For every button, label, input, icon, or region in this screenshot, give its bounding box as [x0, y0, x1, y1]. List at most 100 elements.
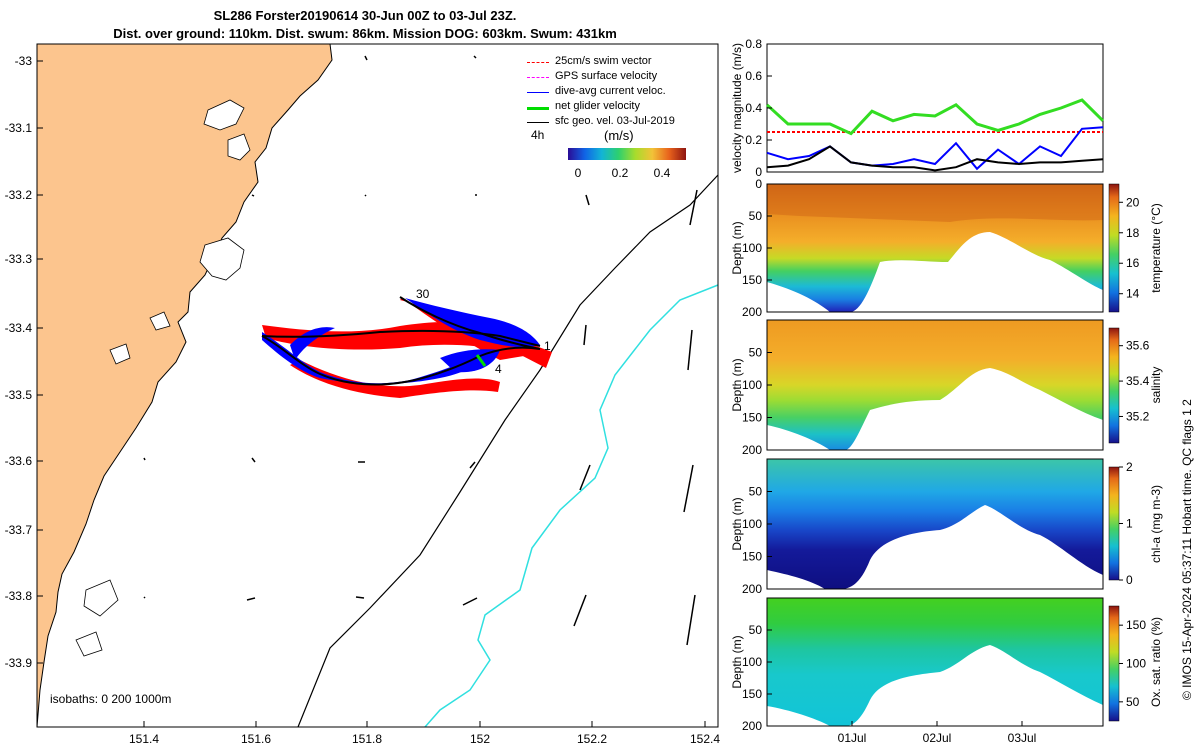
velocity-y-tick-label: 0.8: [745, 37, 762, 51]
oxygen-colorbar: [1108, 605, 1120, 722]
colorbar-tick-label: 0: [1126, 573, 1133, 587]
depth-tick-label: 0: [755, 177, 762, 191]
depth-tick-label: 150: [742, 687, 762, 701]
colorbar-label: Ox. sat. ratio (%): [1149, 617, 1163, 707]
map-inlets: [75, 99, 251, 657]
depth-tick-label: 50: [749, 485, 763, 499]
track-label-1: 1: [544, 339, 551, 353]
colorbar-tick-label: 50: [1126, 695, 1140, 709]
colorbar-tick: 0.4: [653, 166, 671, 180]
temperature-panel: [766, 183, 1120, 313]
map-x-tick-label: 151.4: [129, 732, 159, 746]
colorbar-tick-label: 35.4: [1126, 374, 1150, 388]
colorbar-tick-label: 20: [1126, 195, 1140, 209]
map-x-tick-label: 151.8: [352, 732, 382, 746]
velocity-y-tick-label: 0.6: [745, 69, 762, 83]
velocity-y-tick-label: 0.4: [745, 101, 762, 115]
depth-tick-label: 200: [742, 582, 762, 596]
depth-axis-label: Depth (m): [730, 635, 744, 688]
velocity-y-axis: 0 0.2 0.4 0.6 0.8: [745, 37, 772, 179]
depth-tick-label: 150: [742, 411, 762, 425]
chl-colorbar: [1108, 466, 1120, 581]
chl-section: [767, 459, 1103, 589]
velocity-y-tick-label: 0: [755, 165, 762, 179]
velocity-y-tick-label: 0.2: [745, 133, 762, 147]
track-label-30: 30: [416, 287, 430, 301]
map-x-tick-label: 152.2: [577, 732, 607, 746]
colorbar-tick: 0: [574, 166, 582, 180]
speed-colorbar: [568, 148, 686, 160]
map-x-tick-label: 151.6: [241, 732, 271, 746]
colorbar-tick-label: 18: [1126, 226, 1140, 240]
oxygen-panel: [766, 597, 1120, 727]
legend-swatch-net: [527, 107, 549, 110]
time-tick-label: 03Jul: [1008, 731, 1037, 745]
isobath-200m: [297, 174, 719, 728]
velocity-series-line: [766, 145, 1104, 172]
colorbar-tick-label: 1: [1126, 517, 1133, 531]
velocity-series-line: [765, 98, 1105, 136]
depth-tick-label: 150: [742, 550, 762, 564]
legend-label-swim: 25cm/s swim vector: [555, 55, 652, 67]
map-y-tick-label: -33: [15, 54, 33, 68]
temperature-colorbar: [1108, 183, 1120, 313]
colorbar-tick-label: 14: [1126, 287, 1140, 301]
time-tick-label: 01Jul: [838, 731, 867, 745]
legend-label-geo: sfc geo. vel. 03-Jul-2019: [555, 115, 675, 127]
depth-tick-label: 100: [742, 241, 762, 255]
velocity-series: [765, 98, 1105, 172]
depth-tick-label: 100: [742, 517, 762, 531]
isobath-1000m: [424, 284, 719, 728]
time-tick-label: 02Jul: [923, 731, 952, 745]
depth-tick-label: 50: [749, 346, 763, 360]
figure-title-line2: Dist. over ground: 110km. Dist. swum: 86…: [113, 26, 617, 41]
colorbar-label: salinity: [1149, 367, 1163, 404]
colorbar-tick-label: 16: [1126, 256, 1140, 270]
depth-tick-label: 150: [742, 273, 762, 287]
colorbar-tick-label: 35.2: [1126, 409, 1150, 423]
legend-swatch-swim: [527, 62, 549, 63]
map-y-tick-label: -33.8: [5, 589, 33, 603]
depth-tick-label: 50: [749, 209, 763, 223]
velocity-ylabel: velocity magnitude (m/s): [730, 43, 744, 173]
map-y-tick-label: -33.7: [5, 523, 33, 537]
map-y-tick-label: -33.3: [5, 252, 33, 266]
map-y-tick-label: -33.9: [5, 656, 33, 670]
velocity-panel: 0 0.2 0.4 0.6 0.8 velocity magnitude (m/s): [730, 37, 1105, 179]
depth-tick-label: 200: [742, 443, 762, 457]
depth-axis-label: Depth (m): [730, 221, 744, 274]
depth-tick-label: 50: [749, 623, 763, 637]
legend-swatch-gps: [527, 77, 549, 78]
oxygen-section: [767, 598, 1103, 726]
colorbar-label: temperature (°C): [1149, 203, 1163, 293]
map-legend: 25cm/s swim vector GPS surface velocity …: [524, 54, 706, 180]
legend-label-gps: GPS surface velocity: [555, 70, 658, 82]
map-x-tick-label: 152: [470, 732, 490, 746]
colorbar-tick-label: 35.6: [1126, 339, 1150, 353]
legend-swatch-current: [527, 92, 549, 93]
depth-tick-label: 100: [742, 378, 762, 392]
map-x-tick-label: 152.4: [690, 732, 720, 746]
colorbar-label: chl-a (mg m-3): [1149, 485, 1163, 563]
depth-axis-label: Depth (m): [730, 497, 744, 550]
salinity-section: [767, 320, 1103, 450]
depth-tick-label: 200: [742, 305, 762, 319]
isobaths-label: isobaths: 0 200 1000m: [50, 692, 172, 706]
legend-label-current: dive-avg current veloc.: [555, 85, 666, 97]
map-y-axis: -33 -33.1 -33.2 -33.3 -33.4 -33.5 -33.6 -33.7 -3…: [5, 54, 43, 670]
map-land: [36, 43, 333, 728]
map-y-tick-label: -33.4: [5, 321, 33, 335]
depth-tick-label: 200: [742, 719, 762, 733]
colorbar-tick-label: 150: [1126, 618, 1146, 632]
legend-swatch-geo: [527, 122, 549, 123]
map-x-axis: 151.4 151.6 151.8 152 152.2 152.4: [129, 721, 720, 746]
map-y-tick-label: -33.1: [5, 121, 33, 135]
colorbar-title: (m/s): [604, 128, 634, 143]
figure-title-line1: SL286 Forster20190614 30-Jun 00Z to 03-J…: [213, 8, 517, 23]
track-label-4: 4: [495, 362, 502, 376]
legend-label-net: net glider velocity: [555, 100, 640, 112]
map-y-tick-label: -33.5: [5, 388, 33, 402]
colorbar-tick-label: 2: [1126, 460, 1133, 474]
glider-track-return: [261, 329, 541, 347]
chl-panel: [766, 458, 1120, 590]
